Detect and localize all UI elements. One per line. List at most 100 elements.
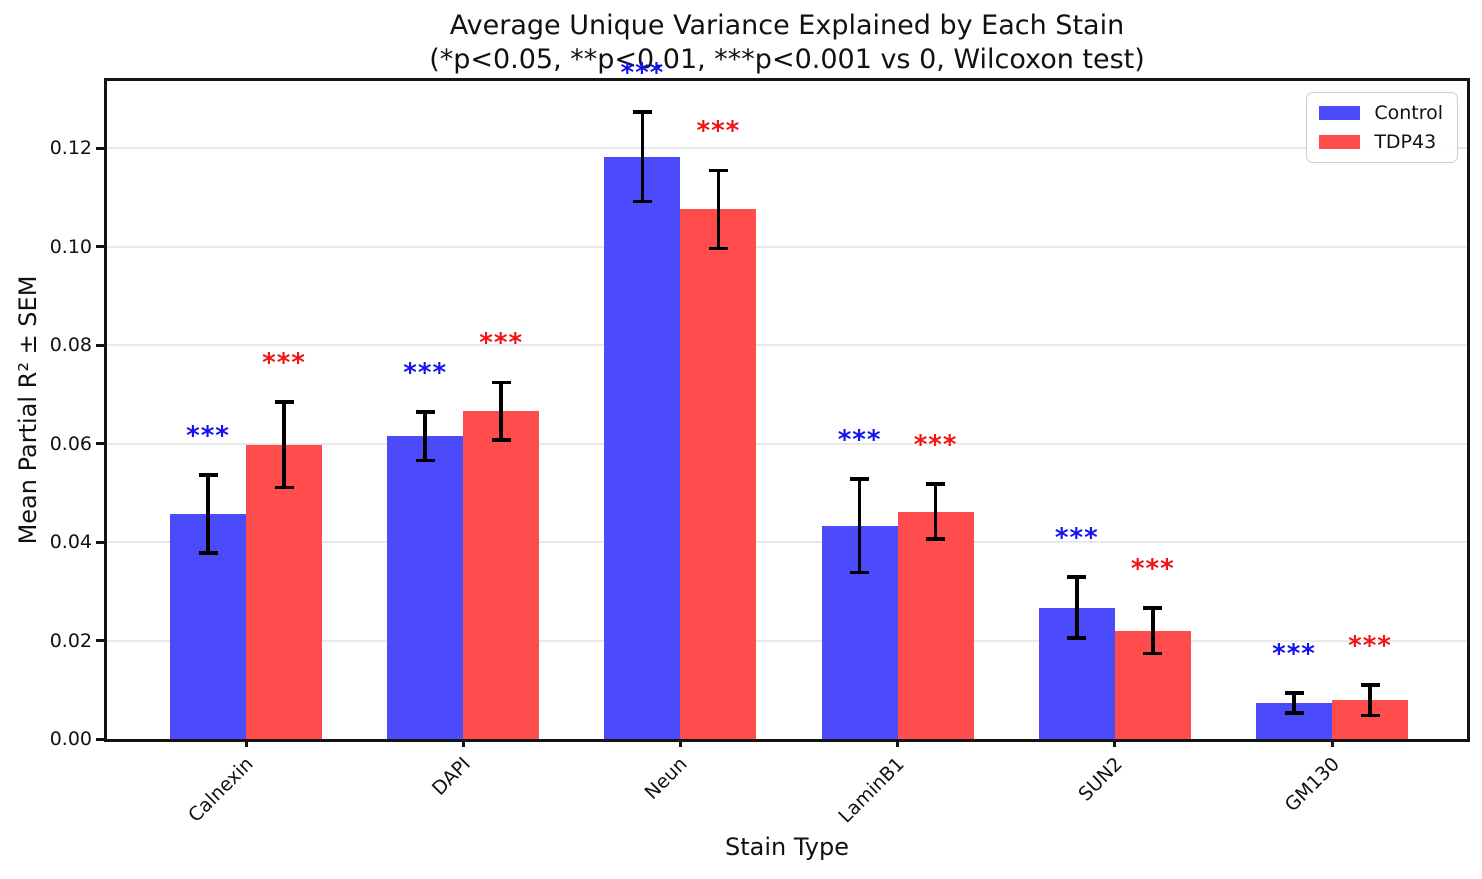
significance-stars: ***	[837, 424, 882, 455]
y-axis-label: Mean Partial R² ± SEM	[14, 275, 42, 545]
error-bar	[282, 401, 286, 488]
error-bar	[640, 112, 645, 202]
gridline	[107, 541, 1467, 544]
y-tick	[96, 343, 104, 347]
legend-item-control: Control	[1319, 103, 1443, 123]
x-tick-label: Calnexin	[183, 753, 258, 827]
bar-tdp43-neun	[680, 209, 757, 739]
error-bar	[499, 382, 503, 440]
error-bar-cap	[491, 380, 511, 385]
error-bar-cap	[632, 199, 652, 204]
x-tick-label: Neun	[641, 753, 692, 804]
significance-stars: ***	[403, 357, 448, 388]
legend-label-control: Control	[1374, 102, 1443, 124]
error-bar-cap	[198, 473, 218, 477]
error-bar-cap	[1067, 636, 1087, 640]
error-bar-cap	[274, 485, 294, 490]
x-tick-label: GM130	[1280, 753, 1344, 817]
error-bar	[857, 479, 862, 573]
error-bar	[1368, 684, 1372, 716]
error-bar	[1075, 577, 1079, 639]
x-tick	[1113, 739, 1117, 747]
gridline	[107, 639, 1467, 642]
error-bar-cap	[274, 400, 294, 404]
y-tick-label: 0.10	[49, 235, 92, 258]
error-bar	[423, 412, 427, 461]
legend-swatch-tdp43-icon	[1319, 135, 1361, 149]
chart-title-block: Average Unique Variance Explained by Eac…	[107, 9, 1467, 77]
chart-subtitle: (*p<0.05, **p<0.01, ***p<0.001 vs 0, Wil…	[429, 44, 1145, 75]
error-bar-cap	[1284, 711, 1304, 715]
error-bar-cap	[926, 537, 946, 541]
error-bar-cap	[415, 458, 435, 463]
significance-stars: ***	[479, 328, 524, 359]
error-bar	[716, 170, 721, 249]
error-bar-cap	[198, 551, 218, 555]
plot-area: *** *** *** *** *** *** *** *** *** *** *** *** Con…	[104, 60, 1470, 742]
x-tick-label: LaminB1	[834, 753, 910, 828]
error-bar-cap	[1067, 575, 1087, 579]
significance-stars: ***	[262, 347, 306, 378]
y-tick	[96, 540, 104, 544]
x-tick-label: DAPI	[427, 753, 475, 800]
x-tick	[244, 739, 248, 747]
bar-tdp43-laminb1	[897, 511, 974, 739]
error-bar-cap	[632, 110, 652, 114]
y-tick	[96, 639, 104, 643]
x-axis-label: Stain Type	[725, 833, 849, 861]
bar-control-neun	[604, 156, 681, 739]
significance-stars: ***	[1130, 553, 1175, 584]
error-bar-cap	[850, 477, 870, 481]
gridline	[107, 344, 1467, 347]
error-bar-cap	[708, 168, 728, 173]
error-bar-cap	[1143, 606, 1163, 610]
bar-control-dapi	[387, 436, 464, 739]
y-tick-label: 0.08	[49, 334, 92, 357]
error-bar	[1151, 608, 1155, 654]
error-bar	[1292, 693, 1296, 713]
error-bar-cap	[415, 410, 435, 414]
error-bar	[933, 484, 938, 540]
bar-tdp43-dapi	[463, 411, 540, 739]
legend-label-tdp43: TDP43	[1374, 131, 1437, 153]
x-tick	[461, 739, 465, 747]
significance-stars: ***	[186, 420, 230, 451]
y-tick	[96, 442, 104, 446]
y-tick-label: 0.06	[49, 432, 92, 455]
chart-title: Average Unique Variance Explained by Eac…	[449, 10, 1125, 41]
y-tick	[96, 737, 104, 741]
x-tick	[896, 739, 900, 747]
error-bar-cap	[1360, 683, 1380, 687]
x-tick	[1330, 739, 1334, 747]
error-bar-cap	[1360, 713, 1380, 718]
y-tick-label: 0.12	[49, 137, 92, 160]
gridline	[107, 245, 1467, 248]
y-tick-label: 0.00	[49, 728, 92, 750]
significance-stars: ***	[1054, 522, 1099, 553]
gridline	[107, 442, 1467, 445]
y-tick	[96, 146, 104, 150]
error-bar-cap	[708, 246, 728, 251]
error-bar-cap	[1284, 691, 1304, 695]
significance-stars: ***	[1272, 638, 1316, 669]
gridline	[107, 147, 1467, 150]
significance-stars: ***	[1348, 630, 1392, 661]
error-bar-cap	[850, 570, 870, 575]
error-bar	[206, 475, 210, 553]
error-bar-cap	[1143, 651, 1163, 656]
y-tick-label: 0.02	[49, 629, 92, 652]
x-tick-label: SUN2	[1073, 753, 1127, 806]
legend: Control TDP43	[1306, 92, 1458, 163]
legend-swatch-control-icon	[1319, 106, 1361, 120]
error-bar-cap	[491, 438, 511, 442]
legend-item-tdp43: TDP43	[1319, 132, 1443, 152]
significance-stars: ***	[696, 116, 741, 147]
significance-stars: ***	[913, 429, 958, 460]
y-tick	[96, 245, 104, 249]
y-tick-label: 0.04	[49, 531, 92, 554]
bar-tdp43-calnexin	[246, 444, 322, 739]
error-bar-cap	[926, 482, 946, 486]
significance-stars: ***	[620, 57, 665, 88]
x-tick	[678, 739, 682, 747]
